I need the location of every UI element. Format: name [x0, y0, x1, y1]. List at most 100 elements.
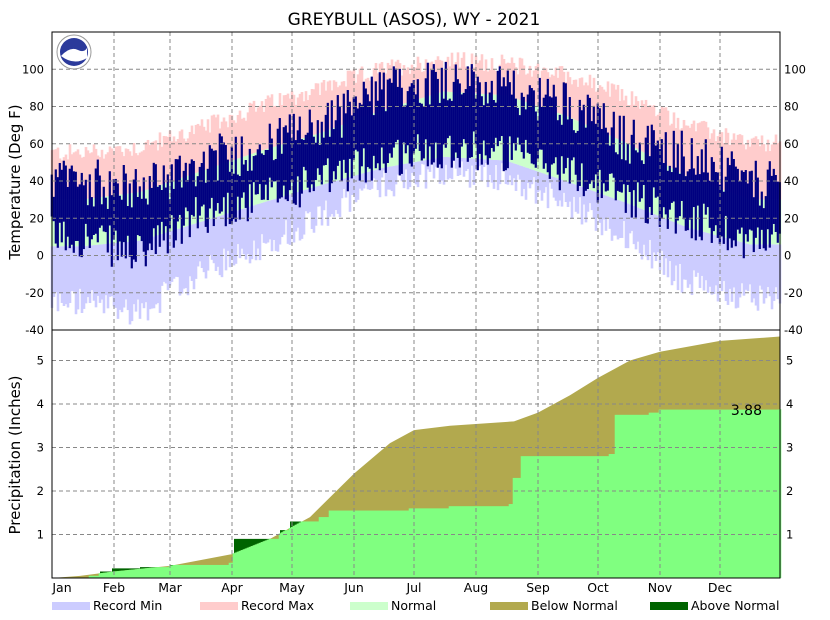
record-min-bar [772, 244, 776, 301]
record-max-bar [348, 70, 352, 123]
observed-bar [742, 171, 745, 259]
observed-precip-bar [400, 510, 404, 578]
observed-bar [638, 142, 641, 202]
record-min-bar [758, 244, 762, 286]
record-min-bar [116, 242, 120, 319]
observed-bar [62, 160, 65, 222]
observed-bar [240, 136, 243, 198]
record-min-bar [284, 195, 288, 221]
observed-bar [192, 160, 195, 217]
observed-bar [76, 186, 79, 241]
observed-bar [644, 137, 647, 223]
observed-precip-bar [614, 414, 618, 578]
observed-precip-bar [492, 506, 496, 578]
observed-bar [682, 156, 685, 220]
observed-bar [512, 70, 515, 144]
record-max-bar [478, 60, 482, 94]
record-min-bar [420, 160, 424, 164]
observed-bar [358, 102, 361, 181]
record-max-bar [344, 86, 348, 124]
record-max-bar [468, 67, 472, 94]
observed-precip-bar [428, 508, 432, 578]
observed-precip-bar [652, 412, 656, 578]
observed-precip-bar [552, 456, 556, 578]
observed-precip-bar [220, 564, 224, 578]
record-min-bar [464, 158, 468, 172]
observed-bar [224, 145, 227, 227]
record-min-bar [572, 183, 576, 197]
record-min-bar [614, 199, 618, 236]
observed-bar [466, 66, 469, 162]
observed-precip-bar [760, 409, 764, 578]
observed-bar [236, 174, 239, 197]
observed-precip-bar [318, 517, 322, 578]
observed-precip-bar [748, 409, 752, 578]
record-max-bar [550, 74, 554, 112]
record-min-bar [282, 196, 286, 235]
record-max-bar [708, 138, 712, 186]
observed-precip-bar [148, 567, 152, 578]
observed-bar [432, 64, 435, 163]
record-max-bar [256, 107, 260, 152]
observed-bar [460, 94, 463, 147]
observed-bar [266, 149, 269, 201]
record-min-bar [750, 244, 754, 303]
observed-precip-bar [696, 409, 700, 578]
observed-precip-bar [548, 456, 552, 578]
observed-precip-bar [566, 456, 570, 578]
observed-bar [720, 146, 723, 237]
record-min-bar [144, 238, 148, 303]
observed-bar [388, 78, 391, 154]
observed-precip-bar [418, 508, 422, 578]
observed-bar [532, 90, 535, 165]
observed-bar [558, 114, 561, 191]
observed-bar [524, 109, 527, 140]
record-min-bar [416, 161, 420, 188]
observed-bar [724, 176, 727, 216]
observed-precip-bar [144, 568, 148, 578]
record-max-bar [686, 125, 690, 178]
record-min-bar [142, 239, 146, 309]
observed-precip-bar [416, 508, 420, 578]
observed-bar [766, 169, 769, 230]
observed-bar [508, 82, 511, 137]
observed-precip-bar [228, 562, 232, 578]
observed-precip-bar [360, 510, 364, 578]
record-max-bar [268, 97, 272, 149]
record-min-bar [294, 192, 298, 232]
record-min-bar [714, 235, 718, 286]
temperature-axis-label: Temperature (Deg F) [6, 104, 24, 260]
observed-bar [92, 206, 95, 235]
record-max-bar [190, 125, 194, 175]
record-min-bar [166, 231, 170, 291]
month-label: Feb [103, 580, 125, 595]
record-min-bar [82, 245, 86, 309]
record-max-bar [532, 70, 536, 105]
observed-bar [216, 180, 219, 204]
record-min-bar [232, 211, 236, 266]
record-max-bar [300, 92, 304, 139]
observed-bar [602, 103, 605, 184]
record-min-bar [672, 221, 676, 282]
observed-bar [732, 159, 735, 241]
observed-precip-bar [136, 569, 140, 578]
observed-bar [482, 105, 485, 141]
observed-series [50, 61, 781, 269]
record-min-bar [698, 230, 702, 288]
record-max-bar [338, 85, 342, 126]
record-max-bar [418, 62, 422, 99]
observed-bar [740, 170, 743, 228]
record-max-bar [510, 57, 514, 98]
observed-bar [250, 170, 253, 213]
observed-precip-bar [422, 508, 426, 578]
observed-bar [262, 154, 265, 200]
observed-bar [118, 195, 121, 242]
precip-tick-label-right: 2 [786, 484, 793, 498]
record-min-bar [720, 236, 724, 292]
observed-bar [660, 139, 663, 219]
observed-precip-bar [334, 510, 338, 578]
observed-bar [106, 208, 109, 253]
observed-bar [694, 174, 697, 241]
record-max-bar [406, 67, 410, 103]
